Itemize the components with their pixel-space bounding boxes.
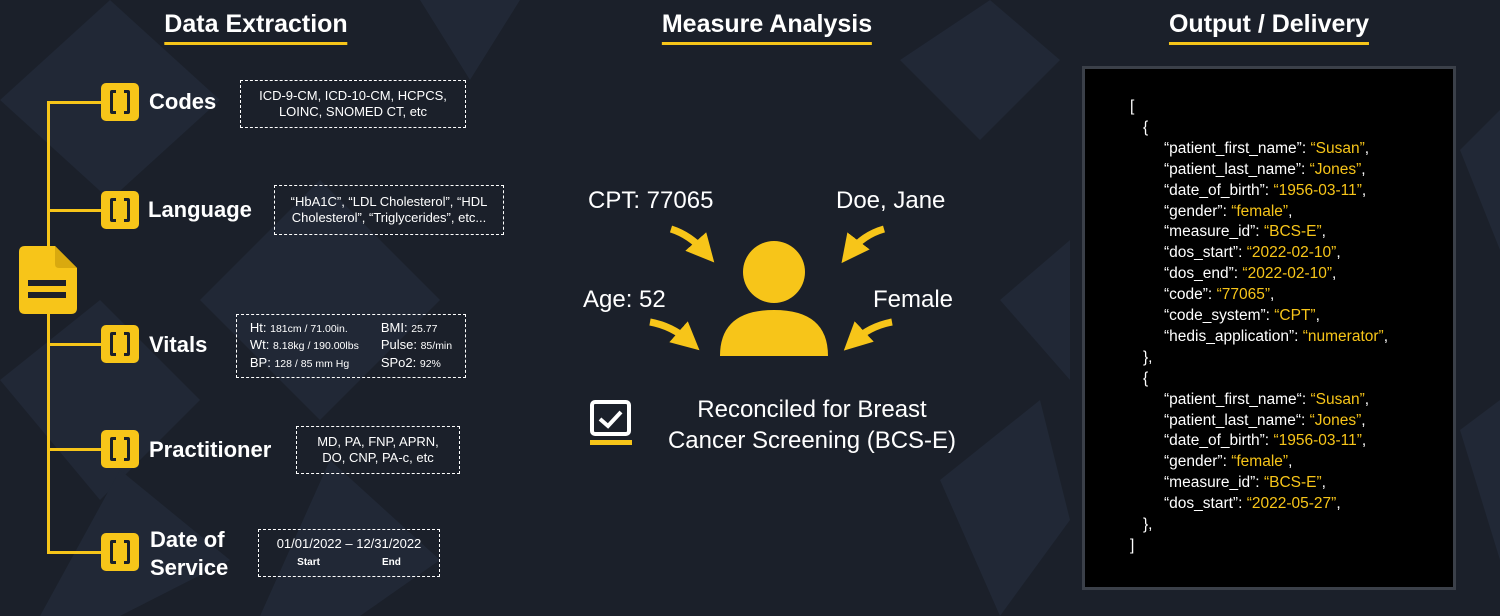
language-detail-line: “HbA1C”, “LDL Cholesterol”, “HDL <box>290 194 488 209</box>
json-code-line: { <box>1143 369 1149 387</box>
bracket-icon <box>101 83 139 121</box>
vital-spo2: SPo2: 92% <box>380 354 441 370</box>
vitals-detail-box: Ht: 181cm / 71.00in. BMI: 25.77 Wt: 8.18… <box>236 314 466 378</box>
arrow-gender <box>843 318 893 351</box>
date-range: 01/01/2022 – 12/31/2022 <box>276 535 422 551</box>
practitioner-detail-line: MD, PA, FNP, APRN, <box>317 434 439 449</box>
json-code-line: ] <box>1130 536 1135 554</box>
practitioner-detail-line: DO, CNP, PA-c, etc <box>322 450 434 465</box>
json-output-panel: [ { “patient_first_name”: “Susan”, “patient… <box>1082 66 1456 590</box>
tree-branch-date-of-service <box>47 551 103 554</box>
json-code-line: [ <box>1130 98 1135 115</box>
checkbox-icon <box>590 400 632 445</box>
bracket-icon <box>101 533 139 571</box>
heading-measure-analysis: Measure Analysis <box>661 10 873 45</box>
arrow-name <box>841 225 886 264</box>
category-date-of-service-label: Date of Service <box>150 527 229 580</box>
language-detail-line: Cholesterol”, “Triglycerides”, etc... <box>291 210 487 225</box>
tree-branch-vitals <box>47 343 103 346</box>
vital-pulse: Pulse: 85/min <box>380 337 453 353</box>
vital-bmi: BMI: 25.77 <box>380 319 438 335</box>
codes-detail-box: ICD-9-CM, ICD-10-CM, HCPCS, LOINC, SNOME… <box>240 80 466 128</box>
json-code-line: “gender”: “female”, <box>1164 453 1293 471</box>
bracket-icon <box>101 191 139 229</box>
document-icon <box>19 246 77 314</box>
json-code-line: “patient_last_name”: “Jones”, <box>1164 160 1366 178</box>
vital-bp: BP: 128 / 85 mm Hg <box>249 354 350 370</box>
bracket-icon <box>101 430 139 468</box>
vital-weight: Wt: 8.18kg / 190.00lbs <box>249 337 359 353</box>
codes-detail-line: LOINC, SNOMED CT, etc <box>278 104 428 119</box>
tree-branch-language <box>47 209 103 212</box>
json-code-line: }, <box>1143 348 1153 366</box>
json-code-line: { <box>1143 118 1149 136</box>
date-of-service-detail-box: 01/01/2022 – 12/31/2022 Start End <box>258 529 440 577</box>
tree-branch-practitioner <box>47 448 103 451</box>
json-code-line: “measure_id”: “BCS-E”, <box>1164 474 1326 492</box>
bracket-icon <box>101 325 139 363</box>
date-end-label: End <box>381 556 401 568</box>
tree-trunk <box>47 101 50 553</box>
patient-age-label: Age: 52 <box>583 286 666 313</box>
json-code-line: “dos_start”: “2022-05-27”, <box>1164 495 1341 513</box>
arrow-cpt <box>669 225 715 263</box>
tree-branch-codes <box>47 101 103 104</box>
cpt-code-label: CPT: 77065 <box>588 187 714 214</box>
json-code-line: “date_of_birth”: “1956-03-11”, <box>1164 432 1367 450</box>
json-code-line: “hedis_application”: “numerator”, <box>1164 327 1389 345</box>
heading-output-delivery: Output / Delivery <box>1168 10 1370 45</box>
heading-data-extraction: Data Extraction <box>164 10 348 45</box>
json-code-line: }, <box>1143 516 1153 533</box>
date-start-label: Start <box>297 556 320 568</box>
json-code-line: “patient_first_name”: “Susan”, <box>1164 139 1370 157</box>
category-vitals-label: Vitals <box>149 332 208 357</box>
reconciled-measure-label: Reconciled for Breast Cancer Screening (… <box>667 396 957 454</box>
json-code-line: “gender”: “female”, <box>1164 202 1293 220</box>
json-code-line: “code”: “77065”, <box>1164 286 1275 304</box>
category-practitioner-label: Practitioner <box>149 437 272 462</box>
json-code-line: “date_of_birth”: “1956-03-11”, <box>1164 181 1367 199</box>
language-detail-box: “HbA1C”, “LDL Cholesterol”, “HDL Cholest… <box>274 185 504 235</box>
arrow-age <box>649 318 700 351</box>
vital-height: Ht: 181cm / 71.00in. <box>249 319 348 335</box>
person-icon <box>720 241 828 356</box>
json-code-line: “patient_first_name“: “Susan”, <box>1164 390 1370 408</box>
patient-gender-label: Female <box>873 286 954 313</box>
patient-name-label: Doe, Jane <box>836 187 946 214</box>
category-codes-label: Codes <box>149 89 217 114</box>
practitioner-detail-box: MD, PA, FNP, APRN, DO, CNP, PA-c, etc <box>296 426 460 474</box>
json-code-line: “dos_end”: “2022-02-10”, <box>1164 265 1337 283</box>
codes-detail-line: ICD-9-CM, ICD-10-CM, HCPCS, <box>259 88 447 103</box>
json-code-line: “code_system”: “CPT”, <box>1164 307 1320 324</box>
json-code-line: “measure_id”: “BCS-E”, <box>1164 223 1326 241</box>
json-code-line: “patient_last_name“: “Jones”, <box>1164 411 1366 429</box>
category-language-label: Language <box>148 197 252 222</box>
json-code-line: “dos_start”: “2022-02-10”, <box>1164 244 1341 262</box>
